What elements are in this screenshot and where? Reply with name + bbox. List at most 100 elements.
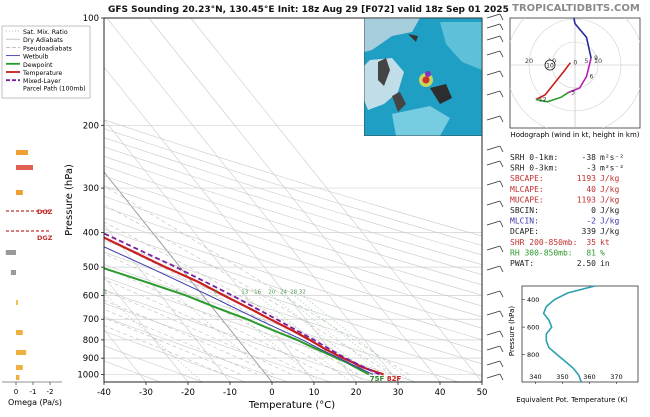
profile-mixed-layer-parcel-path-100mb — [104, 232, 380, 376]
wind-barb-flag — [499, 310, 504, 318]
isotherm-line — [104, 276, 189, 382]
dry-adiabat-line — [104, 264, 459, 382]
mixing-ratio-label: 28 — [290, 289, 297, 295]
dry-adiabat-line — [104, 146, 482, 265]
skewt-profiles — [104, 232, 384, 376]
wind-barb-staff — [486, 50, 501, 56]
index-name: DCAPE: — [510, 227, 539, 236]
skewt-background-lines — [104, 18, 482, 382]
theta-e-y-tick-label: 600 — [527, 324, 539, 332]
x-tick-label: 20 — [351, 388, 362, 398]
omega-tick-label: -2 — [47, 388, 54, 396]
mixing-ratio-label: 1 — [104, 289, 108, 295]
dry-adiabat-line — [104, 155, 482, 275]
mixing-ratio-line — [293, 295, 403, 382]
omega-bar — [10, 270, 16, 275]
mixing-ratio-line — [176, 295, 278, 382]
theta-e-panel: 340 350 360 370 400 600 800 — [521, 285, 639, 384]
index-name: SRH 0-3km: — [510, 164, 558, 173]
theta-e-ylabel: Pressure (hPa) — [508, 306, 516, 356]
mixing-ratio-label: 16 — [254, 289, 261, 295]
hodograph-height-label: 12 — [539, 97, 547, 104]
index-name: MLCAPE: — [510, 185, 544, 194]
index-name: SBCIN: — [510, 206, 539, 215]
hodograph-height-label: 3 — [571, 90, 575, 97]
dry-adiabat-line — [104, 316, 289, 382]
index-name: MUCAPE: — [510, 195, 544, 204]
dry-adiabat-line — [104, 119, 482, 237]
omega-bar — [5, 250, 16, 255]
isotherm-line — [104, 171, 273, 382]
x-tick-label: 0 — [269, 388, 274, 398]
hodograph-segment — [567, 57, 592, 94]
wind-barb-flag — [499, 160, 504, 168]
index-unit: J/kg — [600, 227, 619, 236]
index-value: 339 — [582, 227, 597, 236]
profile-dewpoint — [104, 267, 370, 376]
wind-barb-flag — [499, 220, 504, 228]
wind-barb-staff — [486, 160, 501, 166]
dry-adiabat-line — [104, 302, 331, 382]
theta-e-frame — [521, 285, 639, 383]
index-unit: m²s⁻² — [600, 153, 624, 162]
chart-title: GFS Sounding 20.23°N, 130.45°E Init: 18z… — [108, 5, 509, 15]
moist-adiabat-line — [104, 253, 342, 375]
y-tick-label: 700 — [83, 315, 99, 325]
index-value: 1193 — [577, 195, 596, 204]
mixing-ratio-line — [302, 295, 413, 382]
hodograph-height-label: 9 — [594, 55, 598, 62]
index-unit: J/kg — [600, 206, 619, 215]
wind-barb-flag — [499, 35, 504, 43]
x-tick-label: -10 — [223, 388, 237, 398]
legend-label: Temperature — [22, 70, 62, 77]
omega-axis-label: Omega (Pa/s) — [8, 398, 62, 407]
omega-tick-label: -1 — [30, 388, 37, 396]
index-name: MLCIN: — [510, 217, 539, 226]
wind-barb-staff — [486, 360, 501, 366]
index-value: 2.50 — [577, 259, 596, 268]
index-unit: m²s⁻² — [600, 164, 624, 173]
dry-adiabat-line — [104, 175, 482, 296]
dry-adiabat-line — [104, 217, 482, 341]
wind-barb-flag — [499, 330, 504, 338]
omega-bar — [16, 190, 23, 195]
legend-label: Sat. Mix. Ratio — [23, 29, 68, 36]
wind-barb-staff — [486, 35, 501, 41]
wind-barb-staff — [486, 180, 501, 186]
dry-adiabat-line — [104, 137, 482, 256]
theta-e-x-tick-label: 370 — [610, 373, 622, 381]
map-storm-center — [422, 76, 430, 84]
wind-barb-staff — [486, 245, 501, 251]
wind-barb-staff — [486, 345, 501, 351]
mixing-ratio-line — [257, 295, 365, 382]
map-land-luzon — [378, 58, 390, 86]
x-tick-label: 10 — [309, 388, 320, 398]
site-logo: TROPICALTIDBITS.COM — [512, 3, 640, 14]
wind-barb-flag — [499, 345, 504, 353]
theta-e-x-tick-label: 340 — [529, 373, 541, 381]
theta-e-profile — [542, 285, 595, 383]
wind-barb-flag — [499, 115, 504, 123]
wind-barb-staff — [486, 13, 501, 19]
moist-adiabat-line — [104, 204, 393, 375]
y-axis-label: Pressure (hPa) — [64, 164, 75, 236]
isotherm-line — [148, 18, 441, 382]
index-unit: J/kg — [600, 217, 619, 226]
isotherm-line — [190, 18, 482, 382]
wind-barb-flag — [499, 23, 504, 31]
sounding-indices: SRH 0-1km: -38 m²s⁻² SRH 0-3km: -3 m²s⁻² SBCAP… — [510, 153, 624, 268]
mixing-ratio-label: 24 — [280, 289, 287, 295]
legend-label: Wetbulb — [23, 54, 49, 61]
wind-barb-flag — [499, 265, 504, 273]
dry-adiabat-line — [104, 251, 482, 377]
index-value: 35 — [586, 238, 596, 247]
x-tick-label: -20 — [181, 388, 195, 398]
x-tick-label: 40 — [435, 388, 446, 398]
hodograph-segment — [573, 18, 592, 59]
index-value: 0 — [591, 206, 596, 215]
dgz-label-bottom: DGZ — [37, 234, 53, 242]
index-value: -2 — [586, 217, 596, 226]
index-name: SRH 0-1km: — [510, 153, 558, 162]
